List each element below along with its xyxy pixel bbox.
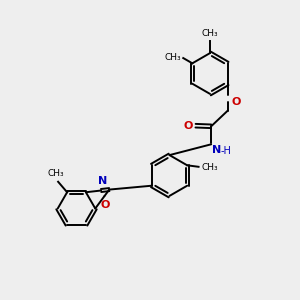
Text: CH₃: CH₃ <box>202 163 218 172</box>
Text: O: O <box>231 97 241 106</box>
Text: CH₃: CH₃ <box>47 169 64 178</box>
Text: CH₃: CH₃ <box>202 29 218 38</box>
Text: O: O <box>101 200 110 210</box>
Text: O: O <box>183 121 193 131</box>
Text: CH₃: CH₃ <box>165 52 182 62</box>
Text: N: N <box>212 145 222 155</box>
Text: -H: -H <box>220 146 231 155</box>
Text: N: N <box>98 176 107 186</box>
